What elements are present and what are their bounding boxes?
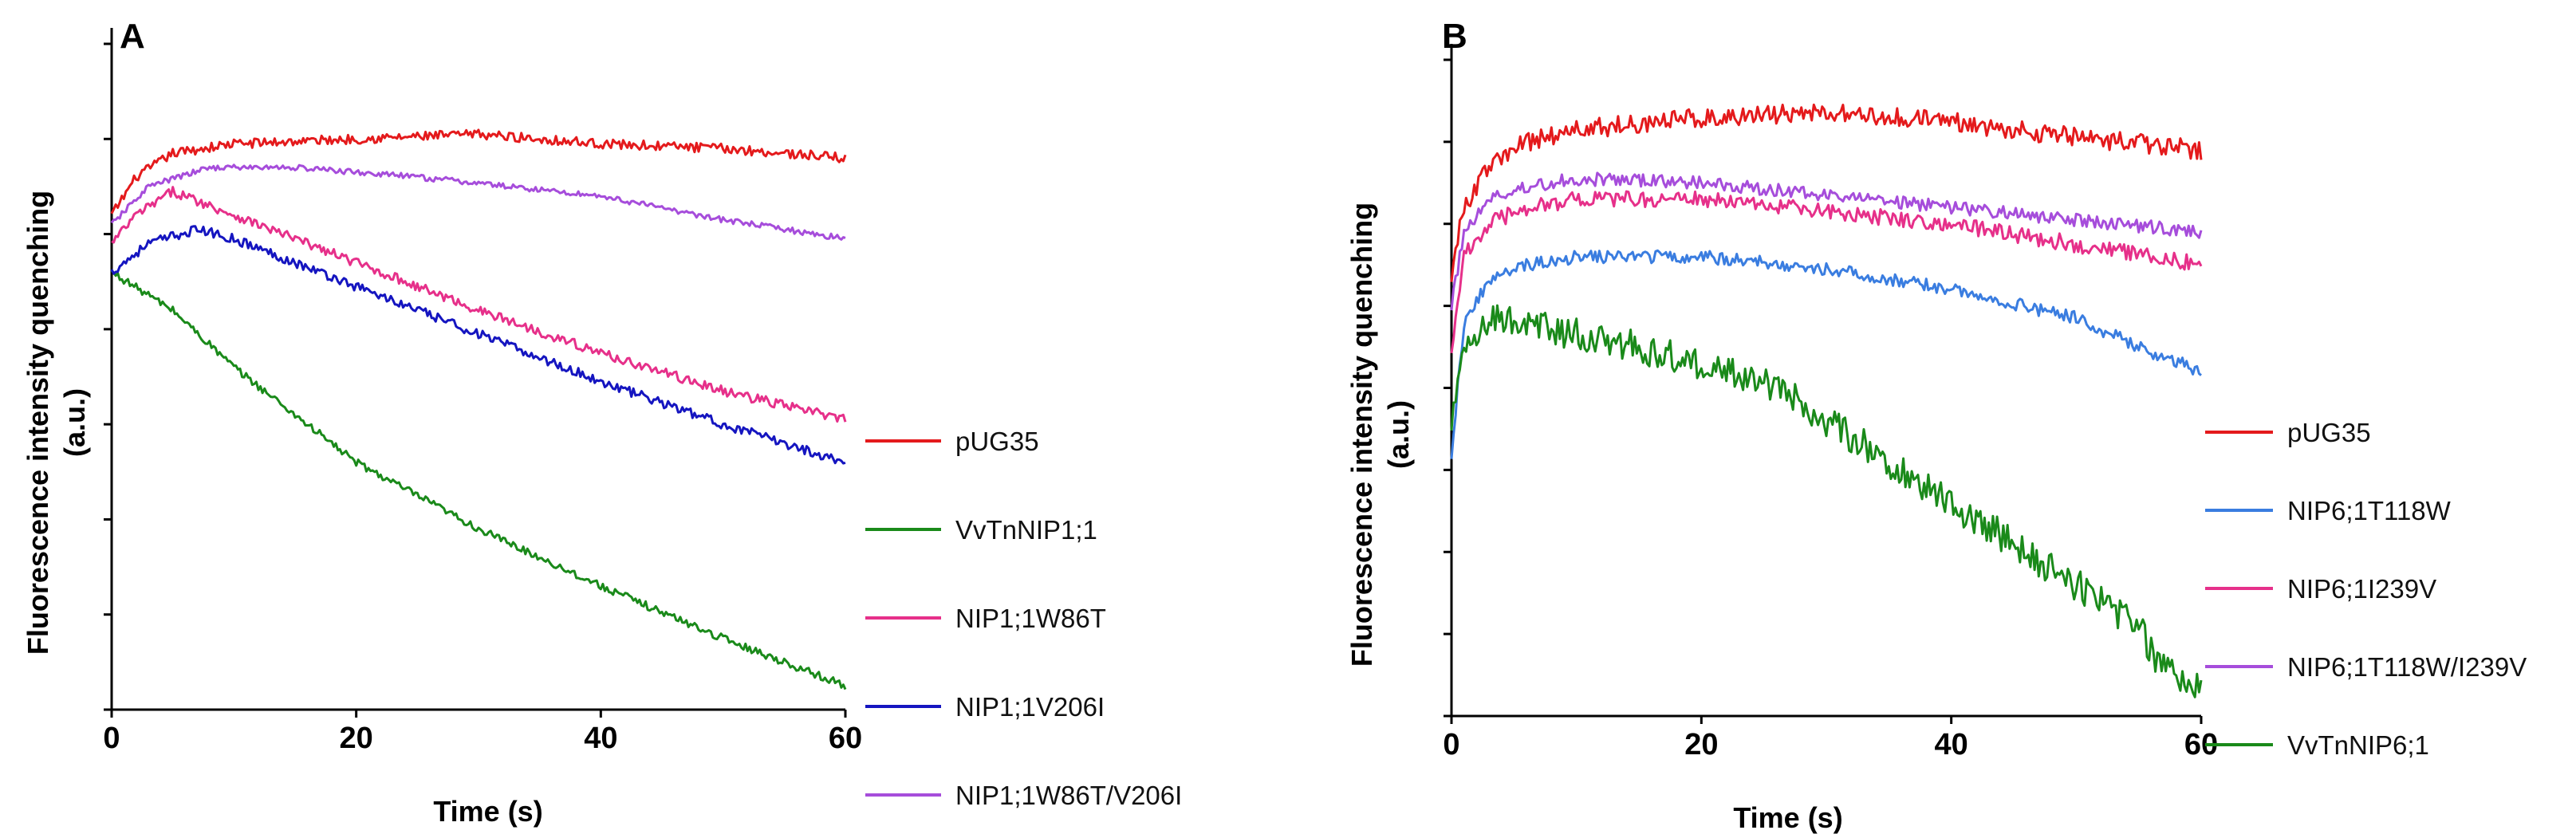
- panel-b-y-axis-title: Fluorescence intensity quenching (a.u.): [1345, 203, 1415, 667]
- panel-a-y-axis-title: Fluorescence intensity quenching (a.u.): [22, 191, 91, 655]
- panel-a-series-line-nip1-1v206i: [110, 225, 846, 465]
- panel-a-y-axis-title-line2: (a.u.): [58, 388, 91, 457]
- panel-a-x-tick-label: 20: [340, 722, 373, 755]
- panel-b-series-line-vvtnnip6-1: [1450, 304, 2203, 698]
- panel-b-y-axis-title-line1: Fluorescence intensity quenching: [1345, 203, 1378, 667]
- panel-b-x-tick-label: 0: [1443, 728, 1459, 761]
- panel-b-x-axis-title: Time (s): [1733, 801, 1842, 834]
- panel-a-legend: pUG35 VvTnNIP1;1 NIP1;1W86T NIP1;1V206I NIP1…: [865, 427, 1182, 810]
- panel-a-x-tick-label: 0: [103, 722, 120, 755]
- panel-a-letter: A: [120, 17, 145, 56]
- panel-b-legend: pUG35 NIP6;1T118W NIP6;1I239V NIP6;1T118W/I…: [2205, 418, 2527, 760]
- panel-a-x-tick-label: 60: [829, 722, 862, 755]
- panel-a-legend-label: pUG35: [955, 427, 1039, 456]
- panel-b-x-tick-label: 20: [1684, 728, 1718, 761]
- panel-a-legend-label: NIP1;1W86T: [955, 604, 1106, 633]
- panel-b-legend-label: NIP6;1T118W: [2287, 496, 2452, 525]
- panel-b-legend-label: VvTnNIP6;1: [2287, 730, 2429, 760]
- panel-a-plot-area: 0 20 40 60: [103, 28, 862, 755]
- panel-b: B Fluorescence intensity quenching (a.u.…: [1345, 17, 2527, 834]
- panel-b-legend-label: pUG35: [2287, 418, 2371, 447]
- panel-a-y-axis-title-line1: Fluorescence intensity quenching: [22, 191, 54, 655]
- panel-a-x-axis-title: Time (s): [433, 795, 542, 828]
- panel-a-legend-label: VvTnNIP1;1: [955, 515, 1097, 545]
- panel-a-series-line-nip1-1w86t: [111, 186, 847, 423]
- panel-b-y-axis-title-line2: (a.u.): [1382, 400, 1415, 469]
- panel-a-series-line-pug35: [110, 128, 847, 214]
- panel-b-x-tick-label: 40: [1935, 728, 1968, 761]
- panel-b-series-line-nip6-1t118w: [1450, 249, 2202, 459]
- panel-b-letter: B: [1442, 17, 1467, 56]
- panel-a-series-line-nip1-1w86t-v206i: [110, 163, 846, 241]
- panel-a-series-line-vvtnnip1-1: [110, 269, 847, 690]
- panel-a-x-tick-label: 40: [584, 722, 617, 755]
- panel-a: A Fluorescence intensity quenching (a.u.…: [22, 17, 1182, 828]
- panel-b-series-line-nip6-1i239v: [1450, 190, 2203, 354]
- panel-b-legend-label: NIP6;1T118W/I239V: [2287, 652, 2527, 682]
- panel-b-series-line-pug35: [1450, 103, 2203, 282]
- panel-b-series-line-nip6-1t118w-i239v: [1450, 171, 2203, 311]
- panel-b-legend-label: NIP6;1I239V: [2287, 574, 2436, 604]
- panel-a-legend-label: NIP1;1W86T/V206I: [955, 781, 1182, 810]
- panel-a-legend-label: NIP1;1V206I: [955, 692, 1105, 722]
- panel-b-plot-area: 0 20 40 60: [1443, 44, 2218, 761]
